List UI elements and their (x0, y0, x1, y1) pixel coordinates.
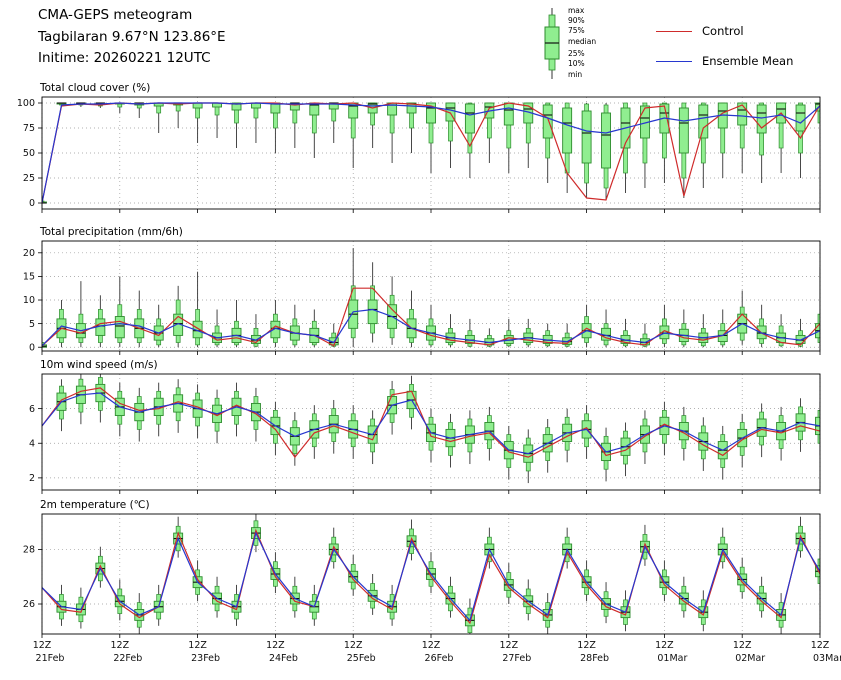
boxplot-legend-glyph (544, 8, 560, 79)
svg-text:12Z: 12Z (266, 640, 285, 651)
temperature-2m-panel: 26 28 (23, 513, 821, 638)
svg-text:27Feb: 27Feb (502, 653, 531, 664)
legend-25-label: 25% (568, 49, 585, 58)
ensemble-mean-line-swatch (656, 60, 692, 62)
wind-speed-10m-content (42, 374, 820, 484)
legend-min-label: min (568, 70, 583, 79)
svg-text:20: 20 (23, 248, 35, 259)
precipitation-title: Total precipitation (mm/6h) (40, 226, 183, 238)
svg-text:12Z: 12Z (577, 640, 596, 651)
total-precipitation-panel: 0 5 10 15 20 (23, 240, 821, 355)
legend-10-label: 10% (568, 59, 585, 68)
wind-speed-title: 10m wind speed (m/s) (40, 359, 158, 371)
svg-text:26: 26 (23, 599, 35, 610)
total-cloud-cover-panel: 0 25 50 75 100 (17, 96, 821, 213)
temperature-2m-ensemble-mean-line (42, 531, 820, 622)
svg-text:12Z: 12Z (811, 640, 830, 651)
svg-text:28Feb: 28Feb (580, 653, 609, 664)
page-title: CMA-GEPS meteogram (38, 7, 193, 23)
svg-text:2: 2 (29, 473, 35, 484)
cloud-cover-title: Total cloud cover (%) (40, 82, 151, 94)
svg-text:12Z: 12Z (733, 640, 752, 651)
header: CMA-GEPS meteogram Tagbilaran 9.67°N 123… (38, 5, 226, 70)
temperature-2m-content (42, 514, 820, 634)
svg-text:28: 28 (23, 545, 35, 556)
svg-text:6: 6 (29, 404, 35, 415)
svg-text:15: 15 (23, 272, 35, 283)
total-precipitation-ensemble-mean-line (42, 308, 820, 347)
legend-row-ensemble-mean: Ensemble Mean (656, 46, 793, 76)
location-label: Tagbilaran 9.67°N 123.86°E (38, 28, 226, 45)
legend-median-label: median (568, 37, 597, 46)
svg-text:23Feb: 23Feb (191, 653, 220, 664)
svg-text:75: 75 (23, 123, 35, 134)
svg-text:03Mar: 03Mar (813, 653, 841, 664)
svg-text:22Feb: 22Feb (113, 653, 142, 664)
legend-75-label: 75% (568, 26, 585, 35)
svg-text:01Mar: 01Mar (657, 653, 687, 664)
svg-text:12Z: 12Z (188, 640, 207, 651)
temperature-2m-control-line (42, 528, 820, 625)
svg-text:25Feb: 25Feb (347, 653, 376, 664)
svg-text:12Z: 12Z (499, 640, 518, 651)
total-cloud-cover-content (42, 102, 820, 204)
wind-speed-10m-ensemble-mean-line (42, 392, 820, 455)
total-precipitation-control-line (42, 287, 820, 347)
svg-text:12Z: 12Z (655, 640, 674, 651)
svg-text:12Z: 12Z (33, 640, 52, 651)
legend-90-label: 90% (568, 16, 585, 25)
svg-text:10: 10 (23, 295, 35, 306)
total-cloud-cover-control-line (42, 102, 820, 204)
svg-text:5: 5 (29, 319, 35, 330)
init-time-label: Initime: 20260221 12UTC (38, 50, 211, 67)
temperature-title: 2m temperature (℃) (40, 499, 150, 511)
series-legend: Control Ensemble Mean (656, 16, 793, 76)
svg-text:25: 25 (23, 173, 35, 184)
svg-text:100: 100 (17, 98, 35, 109)
svg-text:4: 4 (29, 438, 35, 449)
svg-text:12Z: 12Z (110, 640, 129, 651)
svg-text:24Feb: 24Feb (269, 653, 298, 664)
svg-text:12Z: 12Z (422, 640, 441, 651)
ensemble-mean-legend-label: Ensemble Mean (702, 54, 794, 68)
wind-speed-10m-panel: 2 4 6 (29, 373, 821, 494)
svg-text:02Mar: 02Mar (735, 653, 765, 664)
svg-text:50: 50 (23, 148, 35, 159)
svg-text:26Feb: 26Feb (425, 653, 454, 664)
legend-max-label: max (568, 6, 585, 15)
total-cloud-cover-ensemble-mean-line (42, 102, 820, 204)
svg-text:21Feb: 21Feb (36, 653, 65, 664)
control-line-swatch (656, 30, 692, 32)
svg-text:12Z: 12Z (344, 640, 363, 651)
control-legend-label: Control (702, 24, 744, 38)
legend-row-control: Control (656, 16, 793, 46)
svg-text:0: 0 (29, 198, 35, 209)
svg-text:0: 0 (29, 342, 35, 353)
total-precipitation-content (42, 248, 820, 348)
